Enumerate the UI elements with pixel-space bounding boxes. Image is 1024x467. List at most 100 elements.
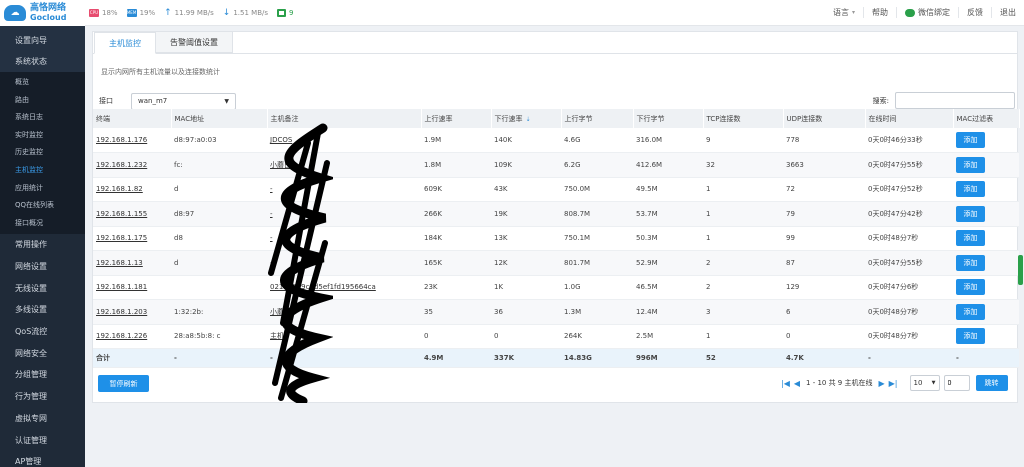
column-header[interactable]: MAC过滤表 — [953, 109, 1020, 128]
sidebar-subitem-6[interactable]: 应用统计 — [15, 183, 43, 192]
sidebar-item-2[interactable]: 无线设置 — [15, 283, 47, 293]
table-cell: 9 — [703, 128, 783, 153]
add-mac-filter-button[interactable]: 添加 — [956, 230, 985, 247]
host-ip-link[interactable]: 192.168.1.13 — [96, 258, 143, 267]
sidebar-subitem-4[interactable]: 历史监控 — [15, 148, 43, 157]
sort-desc-icon[interactable]: ⇣ — [525, 115, 531, 123]
cell-value: 53.7M — [636, 209, 658, 218]
search-input[interactable] — [895, 92, 1015, 109]
wechat-bind-link[interactable]: 微信绑定 — [896, 7, 958, 18]
host-remark-link[interactable]: 02100019c8d5ef1fd195664ca — [270, 283, 376, 292]
cell-value: 1 — [706, 332, 711, 341]
brand-logo[interactable]: ☁ 高恪网络 Gocloud — [0, 0, 85, 26]
interface-select[interactable]: wan_m7 ▼ — [131, 92, 236, 110]
host-remark-link[interactable]: - — [270, 258, 273, 267]
tab-host-monitor[interactable]: 主机监控 — [94, 32, 156, 54]
column-header[interactable]: MAC地址 — [171, 109, 268, 128]
cell-value: 184K — [424, 234, 442, 243]
host-ip-link[interactable]: 192.168.1.176 — [96, 136, 148, 144]
top-bar: CPU 18% MEM 19% ↑ 11.99 MB/s ↓ 1.51 MB/s… — [85, 0, 1024, 26]
sidebar-subitem-8[interactable]: 接口概况 — [15, 218, 43, 227]
scrollbar-handle[interactable] — [1018, 255, 1023, 285]
sidebar-item-9[interactable]: 认证管理 — [15, 435, 47, 445]
sidebar-item-3[interactable]: 多线设置 — [15, 305, 47, 315]
host-remark-link[interactable]: - — [270, 185, 273, 194]
table-cell: 1 — [703, 324, 783, 349]
host-remark-link[interactable]: 小蘑黑 — [270, 307, 291, 316]
sidebar-subitem-5[interactable]: 主机监控 — [15, 165, 43, 174]
column-header[interactable]: 主机备注 — [267, 109, 422, 128]
cell-value: d — [174, 258, 179, 267]
column-header[interactable]: 下行字节 — [633, 109, 704, 128]
go-button[interactable]: 跳转 — [975, 375, 1008, 391]
cell-value: 79 — [786, 209, 795, 218]
language-menu[interactable]: 语言 ▾ — [825, 7, 863, 18]
column-header[interactable]: TCP连接数 — [703, 109, 784, 128]
host-ip-link[interactable]: 192.168.1.82 — [96, 185, 143, 194]
pause-refresh-button[interactable]: 暂停刷新 — [98, 375, 149, 392]
column-header[interactable]: 终端 — [93, 109, 172, 128]
host-remark-link[interactable]: 小蘑白 — [270, 160, 291, 169]
sidebar-subitem-1[interactable]: 路由 — [15, 95, 29, 104]
last-page-icon[interactable]: ▶| — [888, 378, 898, 388]
page-size-select[interactable]: 10 ▼ — [909, 375, 940, 391]
host-ip-link[interactable]: 192.168.1.226 — [96, 332, 148, 341]
sidebar-item-top-1[interactable]: 系统状态 — [15, 57, 47, 66]
add-mac-filter-button[interactable]: 添加 — [956, 156, 985, 173]
table-cell: 0天0时47分6秒 — [865, 275, 953, 300]
table-cell: 43K — [491, 177, 561, 202]
column-header[interactable]: 上行速率 — [421, 109, 492, 128]
sidebar-item-4[interactable]: QoS流控 — [15, 327, 48, 337]
add-mac-filter-button[interactable]: 添加 — [956, 205, 985, 222]
tab-alarm-threshold[interactable]: 告警阈值设置 — [156, 31, 233, 53]
host-remark-link[interactable]: - — [270, 234, 273, 243]
help-link[interactable]: 帮助 — [863, 7, 896, 18]
add-mac-filter-button[interactable]: 添加 — [956, 132, 985, 148]
table-cell: 609K — [421, 177, 491, 202]
host-ip-link[interactable]: 192.168.1.181 — [96, 283, 148, 292]
sidebar-subitem-0[interactable]: 概览 — [15, 78, 29, 86]
add-mac-filter-button[interactable]: 添加 — [956, 303, 985, 320]
next-page-icon[interactable]: ▶ — [878, 378, 885, 388]
total-cell: - — [171, 348, 267, 368]
cell-value: 0 — [424, 332, 429, 341]
feedback-link[interactable]: 反馈 — [958, 7, 991, 18]
column-header[interactable]: 下行速率 ⇣ — [491, 109, 562, 128]
sidebar-item-1[interactable]: 网络设置 — [15, 262, 47, 272]
host-ip-link[interactable]: 192.168.1.155 — [96, 209, 148, 218]
first-page-icon[interactable]: |◀ — [781, 378, 790, 388]
sidebar-item-5[interactable]: 网络安全 — [15, 348, 47, 358]
sidebar-subitem-2[interactable]: 系统日志 — [15, 113, 43, 122]
add-mac-filter-button[interactable]: 添加 — [956, 181, 985, 198]
sidebar-item-0[interactable]: 常用操作 — [15, 240, 47, 250]
host-ip-link[interactable]: 192.168.1.232 — [96, 160, 148, 169]
sidebar-item-10[interactable]: AP管理 — [15, 457, 42, 467]
prev-page-icon[interactable]: ◀ — [793, 378, 801, 388]
add-mac-filter-button[interactable]: 添加 — [956, 254, 985, 271]
logout-link[interactable]: 退出 — [991, 7, 1024, 18]
page-number-input[interactable] — [943, 375, 970, 391]
sidebar-subitem-7[interactable]: QQ在线列表 — [15, 201, 55, 210]
sidebar-item-6[interactable]: 分组管理 — [15, 370, 47, 380]
column-header[interactable]: 在线时间 — [865, 109, 954, 128]
sidebar-item-7[interactable]: 行为管理 — [15, 392, 47, 402]
add-mac-filter-button[interactable]: 添加 — [956, 328, 985, 345]
online-count: 9 — [289, 8, 294, 17]
sidebar-item-8[interactable]: 虚拟专网 — [15, 413, 47, 423]
column-header[interactable]: UDP连接数 — [783, 109, 866, 128]
upload-value: 11.99 MB/s — [174, 8, 214, 17]
column-header-label: UDP连接数 — [786, 114, 823, 123]
column-header[interactable]: 上行字节 — [561, 109, 634, 128]
sidebar-item-top-0[interactable]: 设置向导 — [15, 36, 47, 45]
host-ip-link[interactable]: 192.168.1.175 — [96, 234, 148, 243]
host-remark-link[interactable]: 主机 — [270, 332, 284, 341]
table-cell: 1.8M — [421, 152, 491, 178]
sidebar-subitem-3[interactable]: 实时监控 — [15, 130, 43, 139]
online-stat[interactable]: 9 — [277, 8, 294, 17]
add-mac-filter-button[interactable]: 添加 — [956, 279, 985, 296]
table-row: 192.168.1.82 d - 609K 43K 750.0M 49.5M 1 72 0天0时4… — [93, 177, 1019, 202]
host-remark-link[interactable]: JDCOS — [270, 136, 293, 144]
host-remark-link[interactable]: - — [270, 209, 273, 218]
host-ip-link[interactable]: 192.168.1.203 — [96, 307, 148, 316]
table-cell: 35 — [421, 299, 491, 325]
